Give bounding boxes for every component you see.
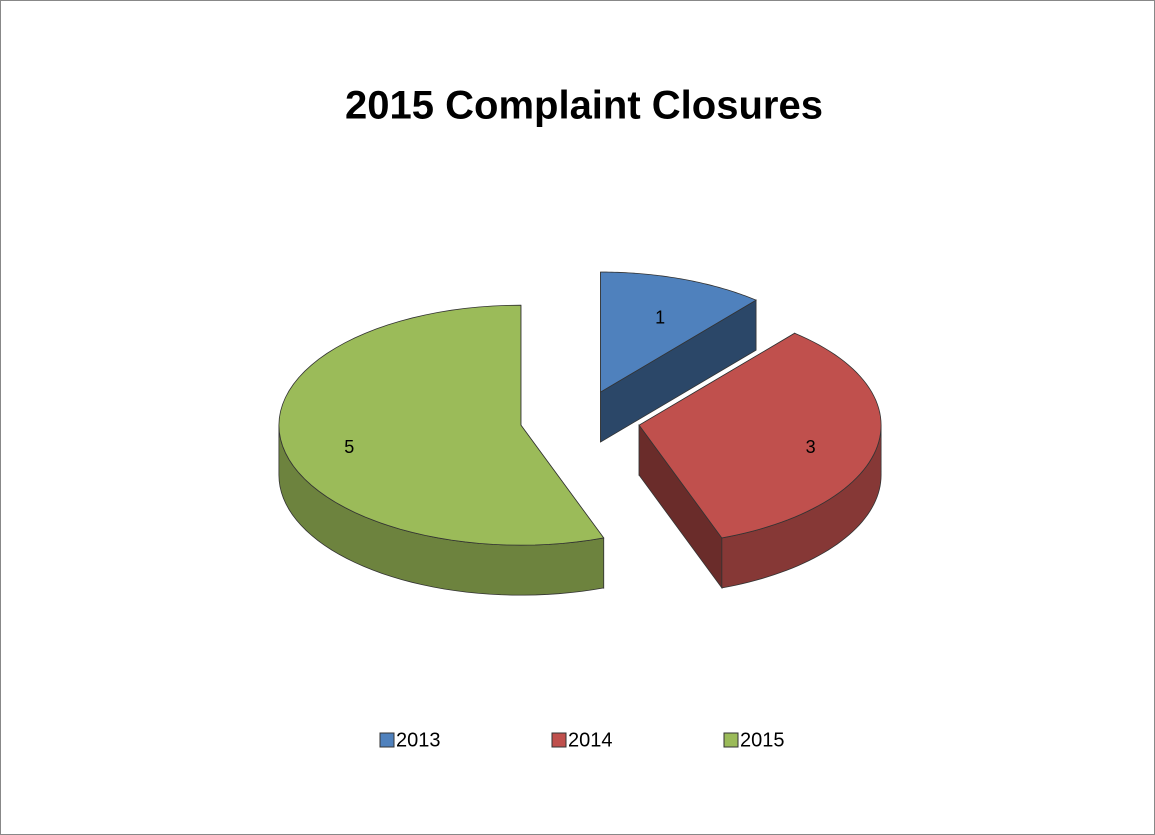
slice: 3: [638, 332, 882, 590]
chart-title: 2015 Complaint Closures: [345, 84, 823, 128]
legend-swatch: [379, 732, 395, 748]
data-label: 1: [655, 308, 665, 328]
slice: 5: [278, 304, 605, 596]
slice: [600, 271, 757, 393]
slice: [278, 304, 605, 546]
legend-swatch: [723, 732, 739, 748]
legend-label: 2014: [568, 729, 613, 751]
legend-label: 2013: [396, 729, 441, 751]
slice: 1: [600, 271, 757, 443]
data-label: 5: [344, 437, 354, 457]
data-label: 3: [806, 437, 816, 457]
slice: [638, 332, 882, 539]
legend-label: 2015: [740, 729, 785, 751]
legend-swatch: [551, 732, 567, 748]
